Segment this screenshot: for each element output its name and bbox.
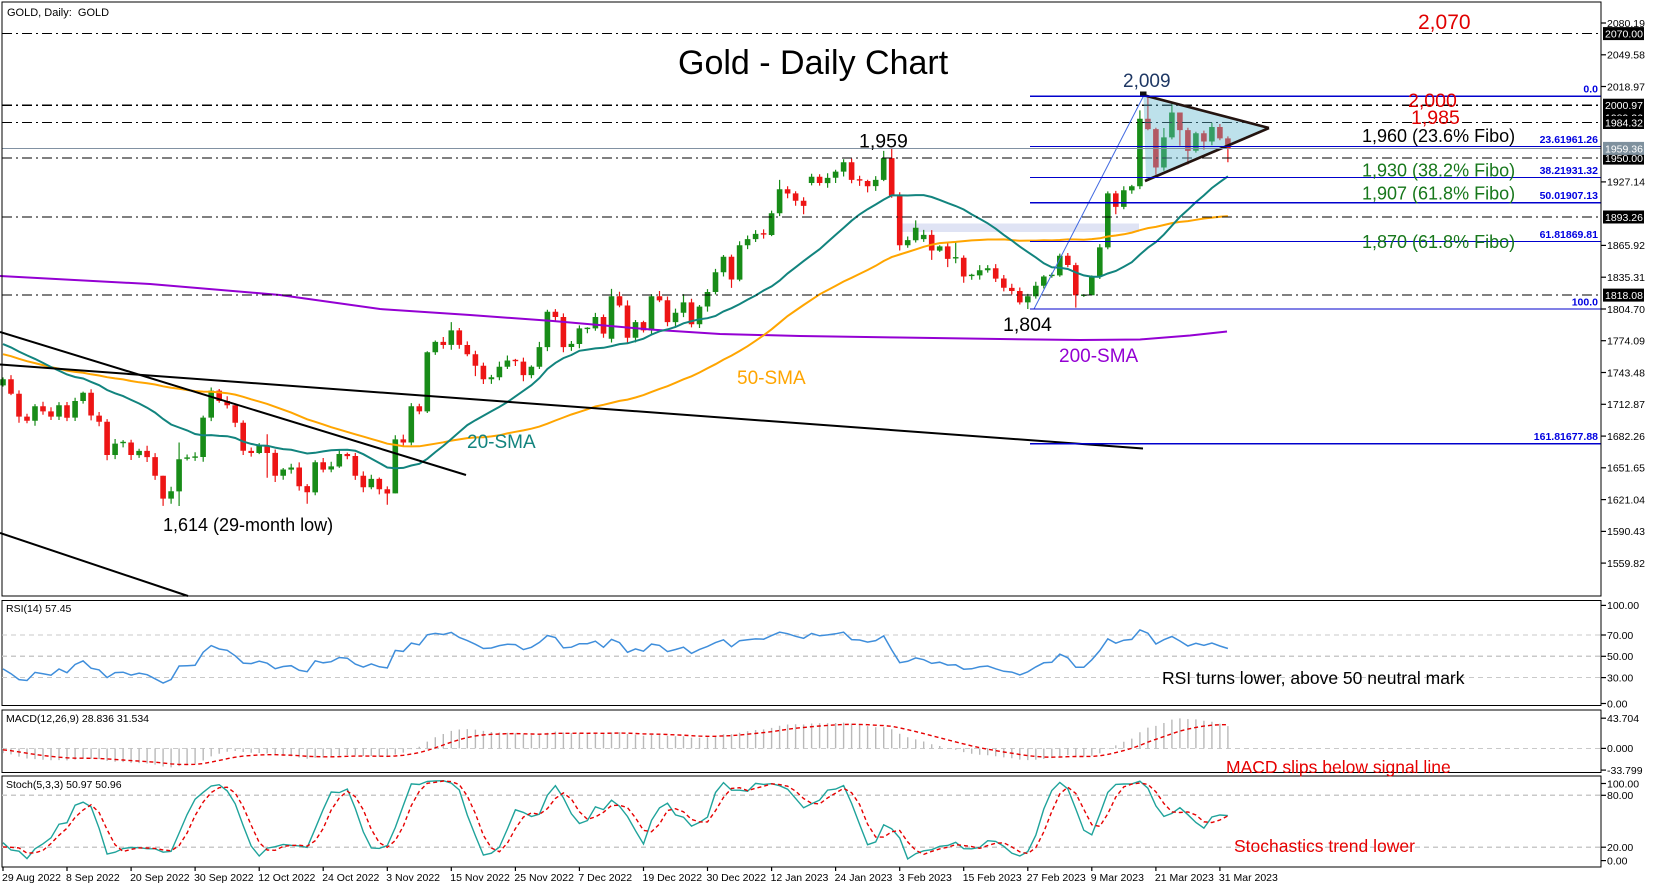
svg-text:2,000: 2,000 <box>1408 90 1457 112</box>
svg-text:RSI turns lower, above 50 neut: RSI turns lower, above 50 neutral mark <box>1162 668 1465 688</box>
svg-text:43.704: 43.704 <box>1607 713 1639 725</box>
svg-text:31 Mar 2023: 31 Mar 2023 <box>1219 872 1278 884</box>
svg-text:9 Mar 2023: 9 Mar 2023 <box>1091 872 1144 884</box>
svg-text:100.00: 100.00 <box>1607 600 1639 612</box>
svg-text:2,070: 2,070 <box>1418 11 1471 34</box>
svg-text:2080.19: 2080.19 <box>1607 18 1645 30</box>
svg-text:161.81677.88: 161.81677.88 <box>1534 431 1598 443</box>
svg-text:1590.43: 1590.43 <box>1607 526 1645 538</box>
svg-text:2049.58: 2049.58 <box>1607 50 1645 62</box>
svg-text:12 Jan 2023: 12 Jan 2023 <box>771 872 829 884</box>
svg-text:1,907 (61.8% Fibo): 1,907 (61.8% Fibo) <box>1362 184 1515 204</box>
svg-text:50.01907.13: 50.01907.13 <box>1540 190 1599 202</box>
svg-text:1950.00: 1950.00 <box>1605 153 1643 165</box>
svg-text:30 Dec 2022: 30 Dec 2022 <box>707 872 767 884</box>
svg-text:MACD(12,26,9) 28.836 31.534: MACD(12,26,9) 28.836 31.534 <box>6 713 149 725</box>
svg-text:1,985: 1,985 <box>1411 107 1460 129</box>
svg-text:1712.87: 1712.87 <box>1607 399 1645 411</box>
svg-text:1,614 (29-month low): 1,614 (29-month low) <box>163 515 333 535</box>
svg-text:-33.799: -33.799 <box>1607 765 1643 777</box>
svg-text:50-SMA: 50-SMA <box>737 368 806 389</box>
svg-text:1682.26: 1682.26 <box>1607 431 1645 443</box>
svg-text:1835.31: 1835.31 <box>1607 272 1645 284</box>
svg-text:20-SMA: 20-SMA <box>467 432 536 453</box>
svg-text:1818.08: 1818.08 <box>1605 290 1643 302</box>
svg-text:1927.14: 1927.14 <box>1607 177 1645 189</box>
svg-text:2,009: 2,009 <box>1123 71 1171 92</box>
svg-text:2000.97: 2000.97 <box>1605 100 1643 112</box>
svg-text:24 Jan 2023: 24 Jan 2023 <box>835 872 893 884</box>
svg-text:24 Oct 2022: 24 Oct 2022 <box>322 872 379 884</box>
svg-text:1621.04: 1621.04 <box>1607 494 1645 506</box>
svg-text:21 Mar 2023: 21 Mar 2023 <box>1155 872 1214 884</box>
svg-text:15 Nov 2022: 15 Nov 2022 <box>450 872 510 884</box>
svg-text:3 Feb 2023: 3 Feb 2023 <box>899 872 952 884</box>
svg-text:0.00: 0.00 <box>1607 698 1628 710</box>
svg-text:1804.70: 1804.70 <box>1607 304 1645 316</box>
svg-text:20.00: 20.00 <box>1607 842 1633 854</box>
svg-text:Stochastics trend lower: Stochastics trend lower <box>1234 836 1415 856</box>
svg-text:1893.26: 1893.26 <box>1605 212 1643 224</box>
svg-text:1559.82: 1559.82 <box>1607 558 1645 570</box>
svg-text:1865.92: 1865.92 <box>1607 240 1645 252</box>
svg-text:38.21931.32: 38.21931.32 <box>1540 165 1599 177</box>
svg-text:Stoch(5,3,3) 50.97 50.96: Stoch(5,3,3) 50.97 50.96 <box>6 779 122 791</box>
svg-text:8 Sep 2022: 8 Sep 2022 <box>66 872 120 884</box>
svg-text:1743.48: 1743.48 <box>1607 367 1645 379</box>
svg-text:20 Sep 2022: 20 Sep 2022 <box>130 872 190 884</box>
svg-text:100.00: 100.00 <box>1607 778 1639 790</box>
svg-text:15 Feb 2023: 15 Feb 2023 <box>963 872 1022 884</box>
svg-text:70.00: 70.00 <box>1607 630 1633 642</box>
svg-text:1984.32: 1984.32 <box>1605 118 1643 130</box>
svg-text:RSI(14) 57.45: RSI(14) 57.45 <box>6 603 72 615</box>
svg-text:1651.65: 1651.65 <box>1607 463 1645 475</box>
svg-text:25 Nov 2022: 25 Nov 2022 <box>514 872 574 884</box>
svg-text:GOLD, Daily: GOLD: GOLD, Daily: GOLD <box>7 7 109 19</box>
svg-text:1774.09: 1774.09 <box>1607 336 1645 348</box>
svg-text:7 Dec 2022: 7 Dec 2022 <box>578 872 632 884</box>
svg-text:Gold - Daily Chart: Gold - Daily Chart <box>678 44 949 82</box>
svg-text:27 Feb 2023: 27 Feb 2023 <box>1027 872 1086 884</box>
svg-text:3 Nov 2022: 3 Nov 2022 <box>386 872 440 884</box>
svg-text:30 Sep 2022: 30 Sep 2022 <box>194 872 254 884</box>
svg-text:80.00: 80.00 <box>1607 790 1633 802</box>
svg-text:1,959: 1,959 <box>859 131 908 153</box>
svg-text:MACD slips below signal line: MACD slips below signal line <box>1226 757 1451 777</box>
svg-text:50.00: 50.00 <box>1607 651 1633 663</box>
svg-text:100.0: 100.0 <box>1572 297 1598 309</box>
svg-text:2018.97: 2018.97 <box>1607 81 1645 93</box>
svg-text:1,870 (61.8% Fibo): 1,870 (61.8% Fibo) <box>1362 232 1515 252</box>
svg-text:2070.00: 2070.00 <box>1605 29 1643 41</box>
svg-text:1,930 (38.2% Fibo): 1,930 (38.2% Fibo) <box>1362 161 1515 181</box>
svg-text:0.00: 0.00 <box>1607 855 1628 867</box>
svg-text:200-SMA: 200-SMA <box>1059 346 1139 367</box>
svg-text:0.000: 0.000 <box>1607 743 1633 755</box>
svg-text:0.0: 0.0 <box>1583 84 1598 96</box>
svg-text:30.00: 30.00 <box>1607 672 1633 684</box>
svg-text:1,804: 1,804 <box>1003 314 1052 336</box>
svg-text:1959.36: 1959.36 <box>1605 143 1643 155</box>
svg-text:61.81869.81: 61.81869.81 <box>1540 229 1599 241</box>
svg-text:12 Oct 2022: 12 Oct 2022 <box>258 872 315 884</box>
svg-text:29 Aug 2022: 29 Aug 2022 <box>2 872 61 884</box>
svg-text:1,960 (23.6% Fibo): 1,960 (23.6% Fibo) <box>1362 126 1515 146</box>
svg-text:19 Dec 2022: 19 Dec 2022 <box>643 872 703 884</box>
svg-text:23.61961.26: 23.61961.26 <box>1540 134 1599 146</box>
